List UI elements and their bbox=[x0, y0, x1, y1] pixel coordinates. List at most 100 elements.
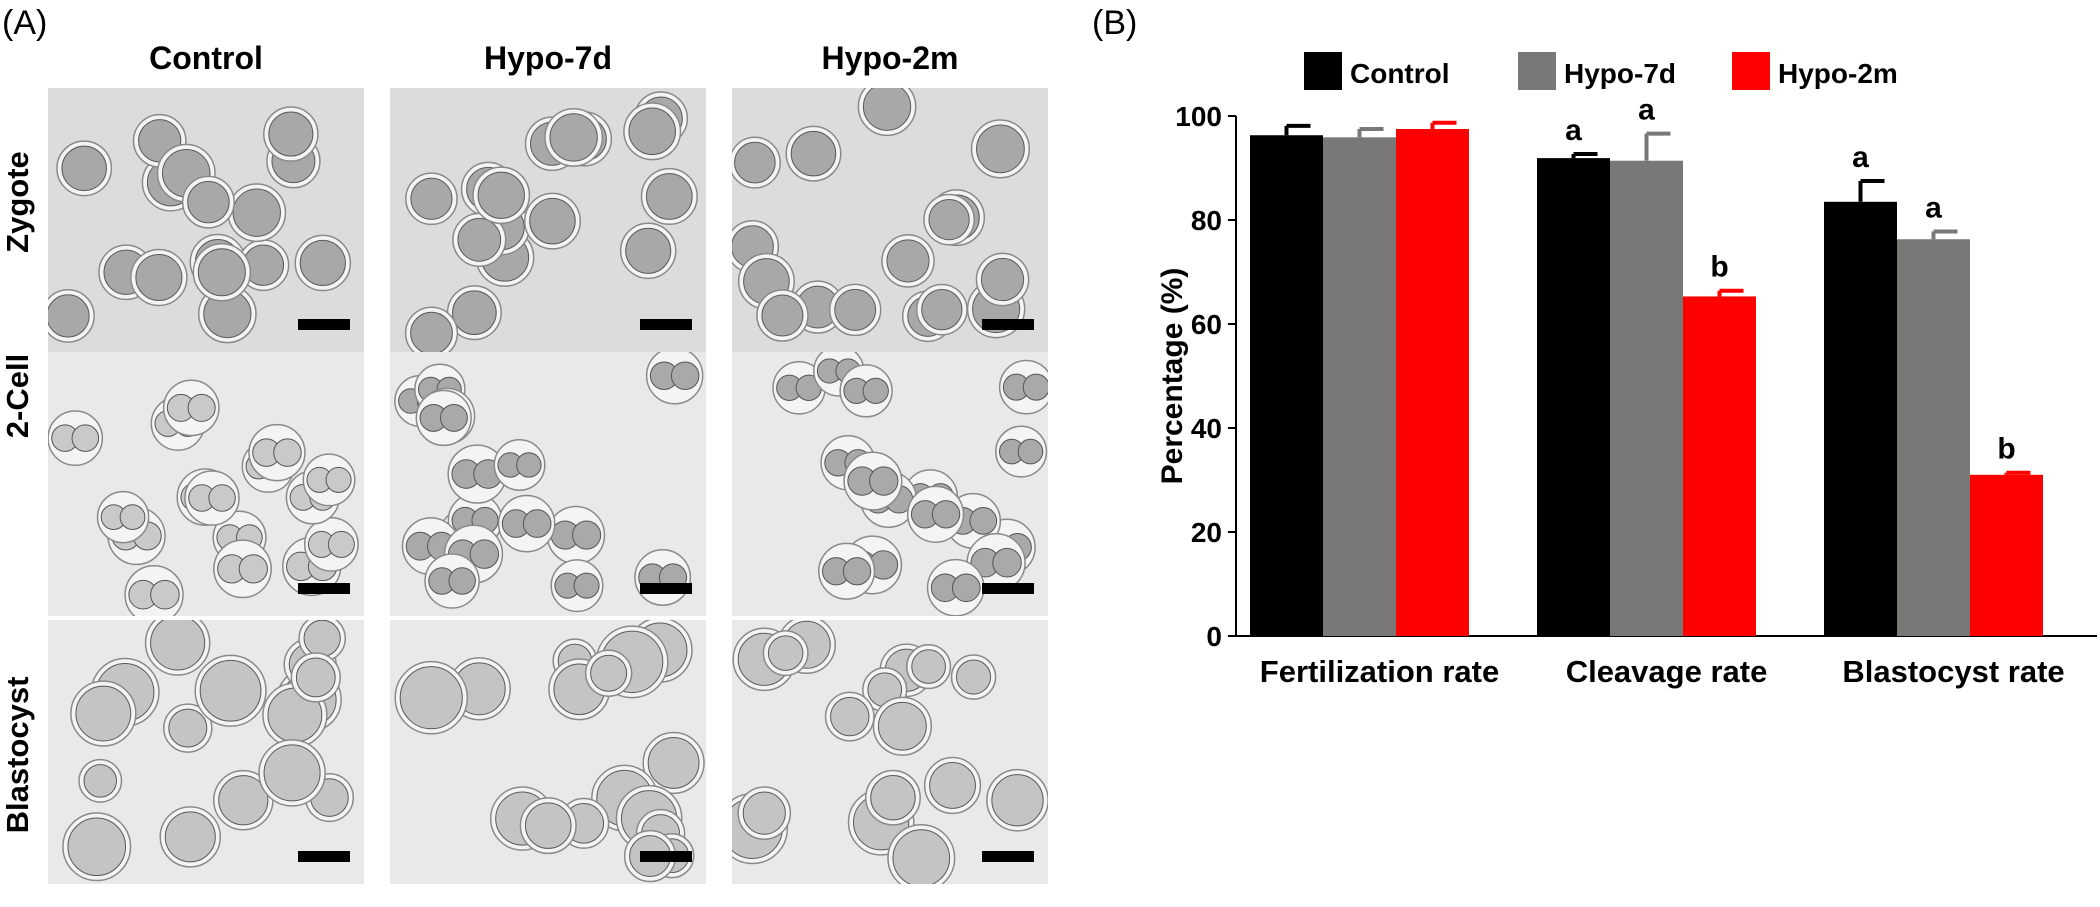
column-header-hypo-7d: Hypo-7d bbox=[484, 40, 612, 76]
row-label-2-cell: 2-Cell bbox=[0, 353, 35, 439]
embryo-cell bbox=[881, 234, 935, 288]
y-axis-label: Percentage (%) bbox=[1156, 268, 1189, 485]
significance-letter: a bbox=[1925, 191, 1942, 224]
embryo-cell bbox=[184, 470, 240, 526]
embryo-cell bbox=[159, 806, 222, 868]
significance-letter: a bbox=[1852, 141, 1869, 174]
panel-b-label: (B) bbox=[1092, 4, 1138, 42]
embryo-cell bbox=[70, 680, 137, 747]
column-header-control: Control bbox=[149, 40, 263, 76]
embryo-cell bbox=[923, 193, 975, 246]
embryo-cell bbox=[872, 696, 933, 756]
row-label-blastocyst: Blastocyst bbox=[0, 676, 35, 834]
legend-label: Hypo-7d bbox=[1564, 58, 1676, 89]
embryo-cell bbox=[970, 119, 1031, 179]
embryo-cell bbox=[56, 140, 113, 197]
embryo-cell bbox=[212, 769, 274, 831]
significance-letter: a bbox=[1638, 94, 1655, 127]
embryo-cell bbox=[634, 549, 692, 606]
embryo-cell bbox=[642, 731, 705, 795]
embryo-cell bbox=[130, 248, 188, 307]
micrograph-zygote-hypo-7d bbox=[390, 88, 706, 352]
embryo-cell bbox=[452, 212, 507, 267]
embryo-cell bbox=[544, 107, 604, 167]
embryo-cell bbox=[472, 166, 531, 225]
embryo-cell bbox=[923, 756, 982, 815]
embryo-cell bbox=[263, 106, 319, 162]
embryo-cell bbox=[645, 352, 704, 405]
embryo-cell bbox=[162, 379, 220, 437]
embryo-cell bbox=[519, 797, 577, 855]
embryo-cell bbox=[926, 558, 985, 616]
bar bbox=[1537, 158, 1610, 636]
significance-letter: b bbox=[1710, 251, 1728, 284]
embryo-cell bbox=[302, 453, 356, 507]
legend-swatch bbox=[1304, 52, 1342, 90]
embryo-cell bbox=[772, 360, 826, 415]
embryo-cell bbox=[62, 812, 132, 882]
bar bbox=[1824, 201, 1897, 637]
micrograph-blastocyst-control bbox=[48, 620, 364, 884]
y-tick-label: 0 bbox=[1206, 621, 1222, 652]
embryo-cell bbox=[493, 438, 546, 491]
embryo-cell bbox=[619, 222, 677, 280]
embryo-cell bbox=[986, 768, 1048, 832]
embryo-cell bbox=[144, 620, 211, 676]
embryo-cell bbox=[394, 660, 469, 735]
bar-chart: 0 20 40 60 80 100 Percentage (%) Fertilization … bbox=[1156, 52, 2097, 689]
scale-bar bbox=[298, 319, 350, 330]
scale-bar bbox=[298, 851, 350, 862]
bar bbox=[1683, 296, 1756, 636]
embryo-cell bbox=[48, 410, 104, 467]
significance-letter: a bbox=[1565, 114, 1582, 147]
embryo-cell bbox=[623, 102, 682, 161]
bar bbox=[1323, 137, 1396, 636]
y-tick-label: 60 bbox=[1191, 309, 1222, 340]
embryo-cell bbox=[298, 620, 347, 663]
embryo-cell bbox=[424, 553, 480, 609]
y-tick-label: 100 bbox=[1175, 101, 1222, 132]
embryo-cell bbox=[975, 252, 1030, 307]
y-tick-label: 20 bbox=[1191, 517, 1222, 548]
embryo-cell bbox=[124, 564, 184, 616]
scale-bar bbox=[982, 583, 1034, 594]
embryo-cell bbox=[887, 824, 956, 884]
micrograph-zygote-hypo-2m bbox=[732, 88, 1048, 352]
row-label-zygote: Zygote bbox=[0, 151, 35, 253]
bar bbox=[1897, 239, 1970, 637]
significance-letter: b bbox=[1997, 433, 2015, 466]
embryo-cell bbox=[415, 389, 472, 447]
embryo-cell bbox=[213, 539, 272, 599]
embryo-cell bbox=[785, 125, 842, 182]
column-header-hypo-2m: Hypo-2m bbox=[821, 40, 959, 76]
embryo-cell bbox=[258, 739, 326, 807]
embryo-cell bbox=[640, 167, 698, 226]
embryo-cell bbox=[290, 652, 341, 703]
micrograph-2-cell-hypo-7d bbox=[390, 352, 706, 616]
x-tick-label: Cleavage rate bbox=[1566, 654, 1768, 689]
embryo-cell bbox=[96, 490, 150, 544]
embryo-cell bbox=[294, 234, 352, 292]
scale-bar bbox=[640, 851, 692, 862]
legend-label: Control bbox=[1350, 58, 1450, 89]
micrograph-zygote-control bbox=[48, 88, 364, 352]
embryo-cell bbox=[998, 359, 1048, 415]
embryo-cell bbox=[546, 505, 606, 565]
bar bbox=[1970, 474, 2043, 636]
embryo-cell bbox=[303, 516, 359, 572]
embryo-cell bbox=[497, 494, 556, 553]
scale-bar bbox=[640, 583, 692, 594]
embryo-cell bbox=[227, 183, 287, 243]
embryo-cell bbox=[550, 559, 604, 613]
scale-bar bbox=[982, 851, 1034, 862]
embryo-cell bbox=[828, 283, 882, 337]
bar bbox=[1250, 135, 1323, 637]
legend-swatch bbox=[1518, 52, 1556, 90]
embryo-cell bbox=[523, 192, 581, 250]
scale-bar bbox=[640, 319, 692, 330]
embryo-cell bbox=[48, 289, 95, 343]
embryo-cell bbox=[181, 175, 235, 229]
embryo-cell bbox=[194, 654, 267, 727]
y-tick-label: 40 bbox=[1191, 413, 1222, 444]
scale-bar bbox=[298, 583, 350, 594]
